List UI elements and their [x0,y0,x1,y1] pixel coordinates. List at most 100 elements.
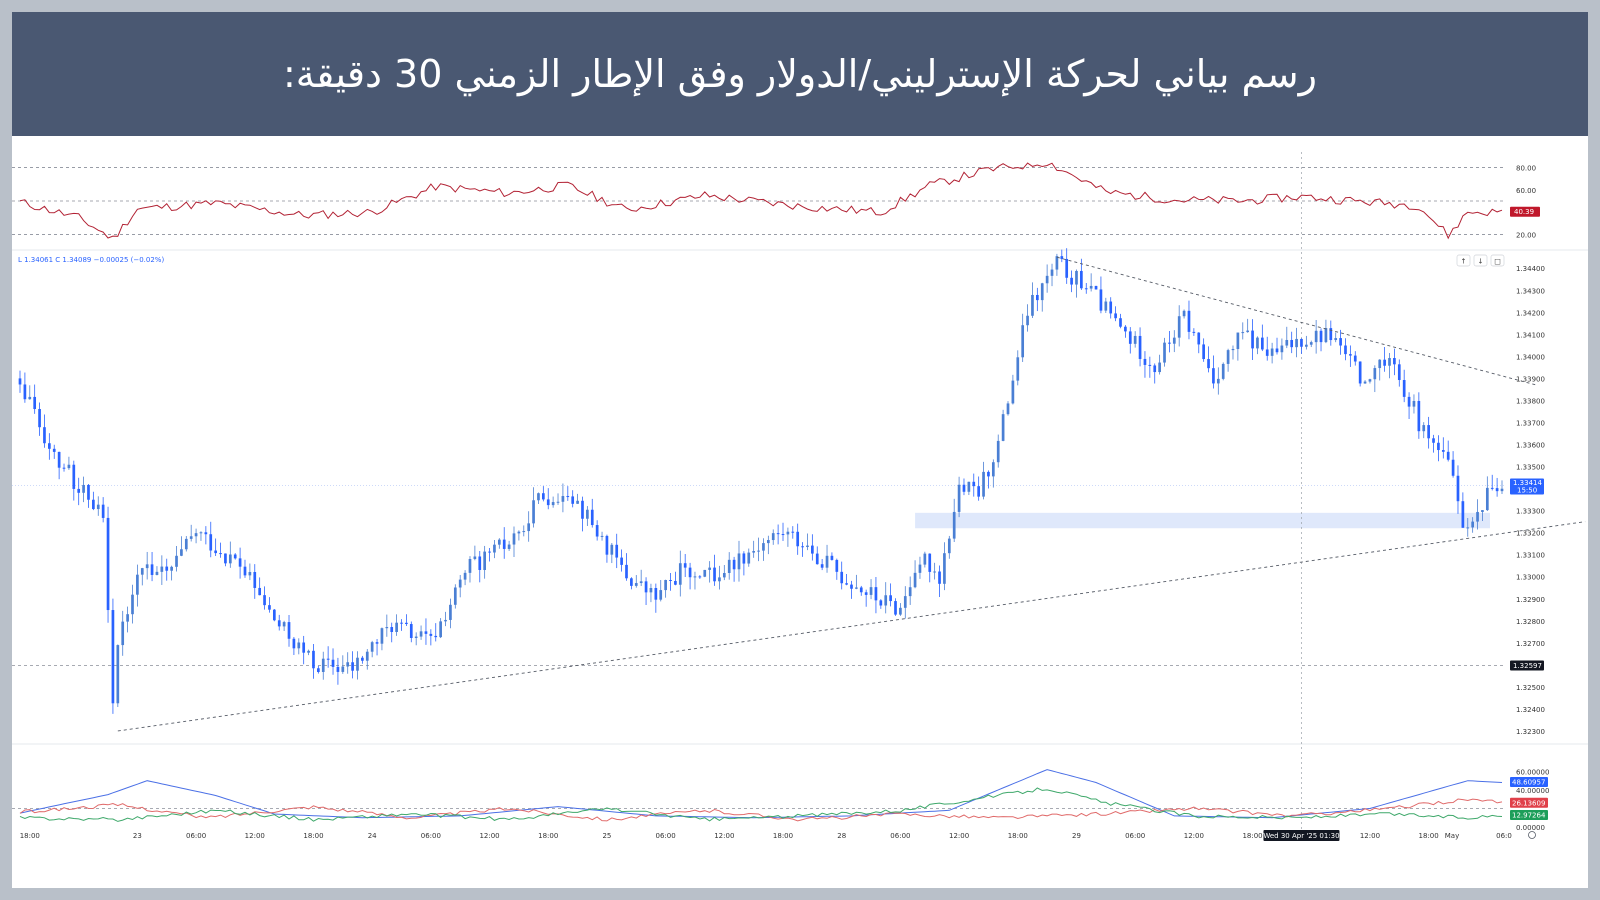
candle-body [1094,285,1098,290]
candle-body [678,563,682,585]
price-tick-label: 1.34100 [1516,331,1545,339]
candle-body [1045,275,1049,284]
candle-body [625,564,628,579]
candle-body [43,427,46,444]
candle-body [786,531,790,535]
panel-control-button [1490,254,1505,267]
candle-body [453,587,457,605]
candle-body [718,577,721,582]
candle-body [1138,335,1142,359]
candle-body [507,544,511,549]
candle-body [1109,301,1113,314]
time-tick-label: 06:00 [1125,832,1145,840]
time-tick-label: May [1445,832,1459,840]
candle-body [859,587,863,593]
candle-body [1314,330,1318,343]
candle-body [336,666,340,672]
candle-body [928,553,932,572]
candle-body [1216,378,1220,384]
candle-body [52,448,56,452]
marked-price-badge [1510,660,1544,671]
candle-body [131,594,134,615]
candle-body [972,481,976,487]
candle-body [537,493,540,501]
rsi-tick-label: 80.00 [1516,165,1536,173]
candle-body [424,631,428,634]
panel-control-button [1456,254,1471,267]
candle-body [923,553,927,565]
candle-body [644,581,648,593]
candle-body [1471,521,1474,528]
panel-control-button [1473,254,1488,267]
candle-body [830,555,834,560]
candle-body [1485,487,1489,511]
candle-body [175,555,178,567]
candle-body [409,624,413,638]
candle-body [1006,403,1010,415]
candle-body [1080,270,1083,289]
candle-body [33,396,37,410]
candle-body [590,509,594,526]
candle-body [991,462,995,477]
candle-body [1481,510,1484,512]
candle-body [996,440,1000,463]
candle-body [1393,358,1396,365]
candle-body [111,610,115,704]
candle-body [307,650,310,653]
candle-body [762,543,765,551]
candle-body [1197,332,1201,345]
candle-body [1427,425,1430,439]
time-tick-label: 18:00 [20,832,40,840]
rsi-tick-label: 20.00 [1516,231,1536,239]
candle-body [947,538,951,554]
price-tick-label: 1.33100 [1516,552,1545,560]
candle-body [1300,338,1303,347]
candle-body [1133,335,1137,344]
candle-body [483,551,486,570]
marked-price-label: 1.32597 [1513,662,1542,670]
trading-chart[interactable]: 80.00 60.00 20.00 40.39 1.34400 1.34300 1.3420… [12,12,1588,888]
candle-body [82,484,85,493]
candle-body [654,588,658,600]
time-tick-label: 12:00 [1184,832,1204,840]
candle-body [556,501,560,503]
candle-body [1163,342,1166,363]
candle-body [1172,337,1176,344]
candle-body [732,559,736,570]
candle-body [365,651,369,661]
candle-body [1177,316,1181,338]
candle-body [385,627,389,629]
time-tick-label: 18:00 [1242,832,1262,840]
candle-body [1226,350,1230,364]
candle-body [737,553,741,570]
candle-body [1119,318,1122,327]
ascending-trendline [117,521,1586,732]
candle-body [825,555,829,568]
candle-body [850,584,853,589]
candle-body [1446,451,1450,460]
di-minus-line [19,798,1503,822]
candle-body [747,552,751,564]
candle-body [346,662,350,667]
price-tick-label: 1.33700 [1516,419,1545,427]
candle-body [943,553,946,584]
candle-body [1344,345,1347,355]
candle-body [634,583,638,586]
candle-body [781,534,785,536]
candle-body [312,650,315,669]
time-tick-label: 06:0 [1496,832,1512,840]
candle-body [468,559,472,573]
time-tick-label: 28 [837,832,846,840]
candle-body [933,571,936,573]
candle-body [659,590,663,600]
candle-body [160,566,164,572]
candle-body [615,544,619,558]
candle-body [1251,330,1254,349]
candle-body [1036,294,1039,301]
candle-body [864,592,868,595]
candle-body [1128,331,1132,344]
candle-body [664,579,667,591]
candle-body [527,523,531,532]
candle-body [1280,345,1284,353]
candle-body [28,396,32,400]
